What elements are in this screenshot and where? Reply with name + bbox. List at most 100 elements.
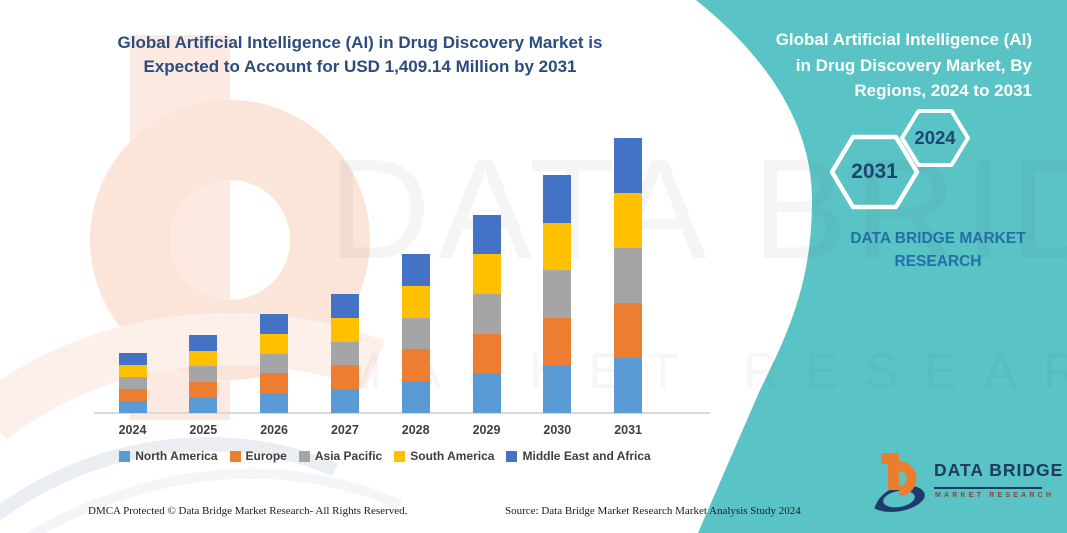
bar-segment-middle-east-and-africa: [543, 175, 572, 223]
panel-title-line3: Regions, 2024 to 2031: [854, 81, 1032, 100]
year-hexagons: [829, 109, 970, 210]
bar-2030: [543, 175, 572, 413]
footer-source-text: Source: Data Bridge Market Research Mark…: [505, 505, 801, 517]
bar-segment-middle-east-and-africa: [260, 313, 289, 334]
bar-segment-europe: [330, 365, 359, 390]
bar-segment-south-america: [543, 222, 572, 271]
hexagon-2024-label: 2024: [914, 127, 956, 148]
legend-swatch-icon: [298, 450, 310, 462]
bar-segment-north-america: [260, 393, 289, 413]
bar-segment-north-america: [543, 365, 572, 413]
footer-dmca-text: DMCA Protected © Data Bridge Market Rese…: [88, 505, 408, 517]
legend-item-north-america: North America: [119, 449, 218, 463]
bar-segment-south-america: [189, 350, 218, 367]
panel-title-line2: in Drug Discovery Market, By: [795, 55, 1032, 75]
bar-segment-asia-pacific: [260, 353, 289, 374]
legend-item-asia-pacific: Asia Pacific: [298, 449, 383, 463]
bar-segment-north-america: [330, 389, 359, 413]
bar-2025: [189, 335, 218, 413]
bar-segment-middle-east-and-africa: [472, 214, 501, 255]
bar-segment-asia-pacific: [189, 366, 218, 382]
chart-legend: North America Europe Asia Pacific South Ame…: [65, 449, 705, 463]
bar-segment-south-america: [472, 254, 501, 295]
bar-segment-north-america: [118, 400, 147, 413]
legend-swatch-icon: [119, 450, 131, 462]
brand-wordmark-line2: RESEARCH: [894, 253, 982, 271]
legend-item-south-america: South America: [394, 449, 494, 463]
legend-swatch-icon: [394, 450, 406, 462]
legend-label: Middle East and Africa: [522, 449, 651, 463]
legend-label: Asia Pacific: [314, 449, 383, 463]
bar-segment-asia-pacific: [118, 376, 147, 389]
bar-segment-europe: [118, 388, 147, 401]
bar-segment-middle-east-and-africa: [401, 254, 430, 286]
bar-segment-europe: [543, 317, 572, 366]
x-axis-label-2025: 2025: [189, 423, 218, 437]
bar-segment-asia-pacific: [330, 341, 359, 366]
bar-segment-middle-east-and-africa: [330, 294, 359, 318]
x-axis-label-2024: 2024: [118, 423, 147, 437]
bar-segment-south-america: [330, 317, 359, 342]
bar-segment-middle-east-and-africa: [189, 335, 218, 351]
hexagon-2024: [900, 109, 970, 167]
bar-segment-europe: [472, 333, 501, 374]
logo-name: DATA BRIDGE: [934, 460, 1064, 480]
bar-segment-asia-pacific: [543, 270, 572, 318]
logo-underline: [934, 487, 1042, 489]
bar-2024: [118, 352, 147, 413]
bar-segment-asia-pacific: [401, 317, 430, 350]
x-axis-line: [94, 412, 710, 414]
chart-headline: Global Artificial Intelligence (AI) in D…: [90, 31, 630, 79]
legend-label: South America: [410, 449, 495, 463]
bar-segment-asia-pacific: [472, 294, 501, 334]
x-axis-label-2027: 2027: [330, 423, 359, 437]
logo-subtitle: MARKET RESEARCH: [935, 492, 1055, 499]
x-axis-label-2026: 2026: [260, 423, 288, 437]
hexagon-2031: [829, 134, 920, 210]
bar-segment-south-america: [118, 364, 147, 377]
data-bridge-logo-icon: [874, 453, 925, 512]
bar-2028: [401, 254, 430, 413]
bar-segment-north-america: [401, 381, 430, 413]
bar-2026: [260, 313, 289, 413]
bar-segment-europe: [260, 373, 289, 394]
x-axis-label-2030: 2030: [543, 423, 572, 437]
bar-segment-north-america: [472, 373, 501, 413]
legend-item-europe: Europe: [229, 449, 287, 463]
bar-segment-north-america: [189, 397, 218, 413]
x-axis-labels: 2024 2025 2026 2027 2028 2029 2030 2031: [118, 423, 642, 437]
legend-label: North America: [135, 449, 218, 463]
bar-2029: [472, 214, 501, 413]
bars-layer: [118, 138, 643, 413]
brand-wordmark-line1: DATA BRIDGE MARKET: [850, 230, 1026, 247]
bar-segment-north-america: [614, 357, 643, 413]
bar-segment-europe: [189, 381, 218, 398]
legend-swatch-icon: [229, 450, 241, 462]
legend-label: Europe: [245, 449, 287, 463]
hexagon-2031-label: 2031: [851, 160, 898, 183]
x-axis-label-2028: 2028: [401, 423, 430, 437]
bar-segment-south-america: [614, 193, 643, 249]
bar-segment-europe: [401, 349, 430, 382]
x-axis-label-2031: 2031: [614, 423, 642, 437]
bar-segment-middle-east-and-africa: [118, 352, 147, 365]
legend-swatch-icon: [506, 450, 518, 462]
bar-segment-south-america: [401, 286, 430, 318]
bar-segment-europe: [614, 303, 643, 358]
panel-title: Global Artificial Intelligence (AI) in D…: [702, 27, 1032, 104]
chart-headline-line2: Expected to Account for USD 1,409.14 Mil…: [143, 56, 577, 76]
x-axis-label-2029: 2029: [472, 423, 501, 437]
bar-segment-middle-east-and-africa: [614, 138, 643, 194]
panel-title-line1: Global Artificial Intelligence (AI): [775, 30, 1032, 49]
chart-headline-line1: Global Artificial Intelligence (AI) in D…: [117, 33, 603, 52]
bar-segment-asia-pacific: [614, 248, 643, 304]
watermark-text-market-research: MARKET RESEARCH: [340, 343, 1067, 399]
bar-segment-south-america: [260, 333, 289, 354]
bar-2031: [614, 138, 643, 413]
brand-wordmark: DATA BRIDGE MARKET RESEARCH: [833, 227, 1043, 274]
bar-2027: [330, 294, 359, 413]
legend-item-middle-east-and-africa: Middle East and Africa: [506, 449, 651, 463]
